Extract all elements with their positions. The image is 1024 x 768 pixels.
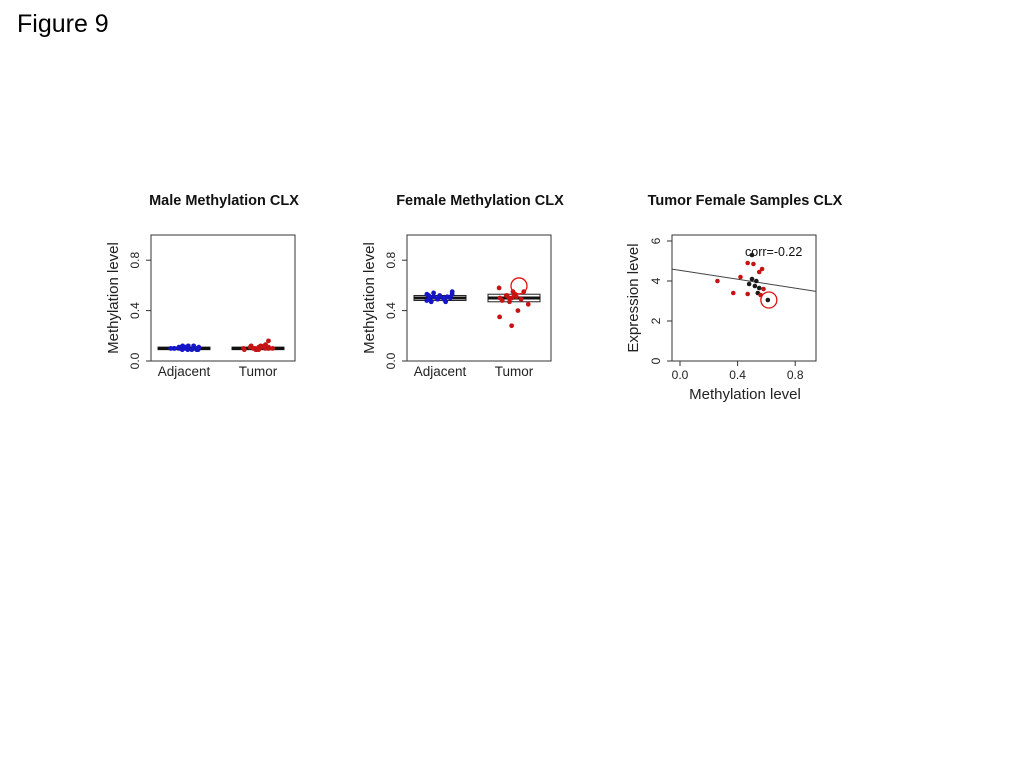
- y-axis-label: Expression level: [625, 243, 642, 352]
- chart-title: Tumor Female Samples CLX: [648, 193, 843, 209]
- data-point: [247, 344, 253, 350]
- data-point: [749, 252, 755, 258]
- data-point: [427, 294, 433, 300]
- data-point: [525, 301, 531, 307]
- data-point: [751, 261, 756, 267]
- chart-title: Male Methylation CLX: [149, 193, 299, 209]
- data-point: [261, 343, 267, 349]
- y-tick-label: 0.8: [128, 252, 142, 269]
- y-tick-label: 0.4: [384, 302, 398, 319]
- x-tick-label: 0.0: [672, 368, 689, 382]
- x-tick-label: 0.4: [729, 368, 746, 382]
- data-point: [444, 294, 450, 300]
- y-tick-label: 4: [649, 277, 663, 284]
- data-point: [752, 283, 758, 289]
- data-point: [435, 295, 441, 301]
- data-point: [518, 296, 524, 302]
- data-point: [515, 308, 521, 313]
- data-point: [176, 346, 182, 351]
- data-point: [253, 347, 259, 353]
- data-point: [441, 296, 447, 302]
- y-tick-label: 0.0: [384, 352, 398, 369]
- y-axis-label: Methylation level: [361, 242, 378, 354]
- data-point: [507, 299, 512, 305]
- data-point: [730, 290, 736, 296]
- y-tick-label: 0.0: [128, 352, 142, 369]
- data-point: [746, 281, 752, 287]
- data-point: [266, 338, 271, 344]
- data-point: [749, 276, 755, 282]
- data-point: [761, 286, 766, 292]
- data-point: [171, 346, 177, 351]
- y-tick-label: 0.8: [384, 252, 398, 269]
- y-tick-label: 2: [649, 317, 663, 324]
- panel-1: Male Methylation CLX Methylation level 0.0…: [105, 193, 299, 379]
- data-point: [513, 294, 519, 300]
- data-point: [194, 346, 200, 351]
- data-point: [765, 297, 771, 303]
- data-point: [185, 343, 191, 349]
- data-point: [506, 295, 512, 301]
- data-point: [270, 346, 276, 351]
- y-tick-label: 0: [649, 357, 663, 364]
- panel-3: Tumor Female Samples CLX Expression level…: [625, 193, 843, 403]
- plot-frame: [150, 234, 296, 362]
- data-point: [745, 291, 750, 297]
- chart-title: Female Methylation CLX: [396, 193, 564, 209]
- plot-frame: [406, 234, 552, 362]
- data-point: [497, 314, 502, 320]
- panel-2: Female Methylation CLX Methylation level 0…: [361, 193, 564, 379]
- data-point: [754, 278, 759, 284]
- data-point: [449, 289, 455, 295]
- data-point: [509, 323, 515, 329]
- data-point: [499, 298, 505, 303]
- highlight-circle: [510, 277, 528, 295]
- data-point: [431, 290, 436, 296]
- data-point: [241, 347, 247, 353]
- correlation-annotation: corr=-0.22: [745, 245, 802, 259]
- y-tick-label: 0.4: [128, 302, 142, 319]
- data-point: [715, 278, 720, 284]
- data-point: [756, 269, 762, 275]
- data-point: [496, 285, 502, 291]
- data-point: [756, 285, 762, 291]
- highlight-circle: [760, 291, 778, 309]
- data-point: [431, 294, 437, 300]
- x-axis-label: Methylation level: [689, 386, 801, 403]
- figure-label: Figure 9: [17, 10, 109, 38]
- data-point: [428, 299, 434, 305]
- x-category-label: Tumor: [495, 364, 534, 379]
- plot-frame: [671, 234, 817, 362]
- data-point: [745, 260, 750, 266]
- x-tick-label: 0.8: [787, 368, 804, 382]
- data-point: [759, 266, 765, 272]
- x-category-label: Tumor: [239, 364, 278, 379]
- y-tick-label: 6: [649, 237, 663, 244]
- y-axis-label: Methylation level: [105, 242, 122, 354]
- trend-line: [671, 268, 817, 292]
- x-category-label: Adjacent: [158, 364, 211, 379]
- data-point: [738, 274, 743, 280]
- x-category-label: Adjacent: [414, 364, 467, 379]
- data-point: [266, 344, 271, 350]
- data-point: [189, 347, 195, 353]
